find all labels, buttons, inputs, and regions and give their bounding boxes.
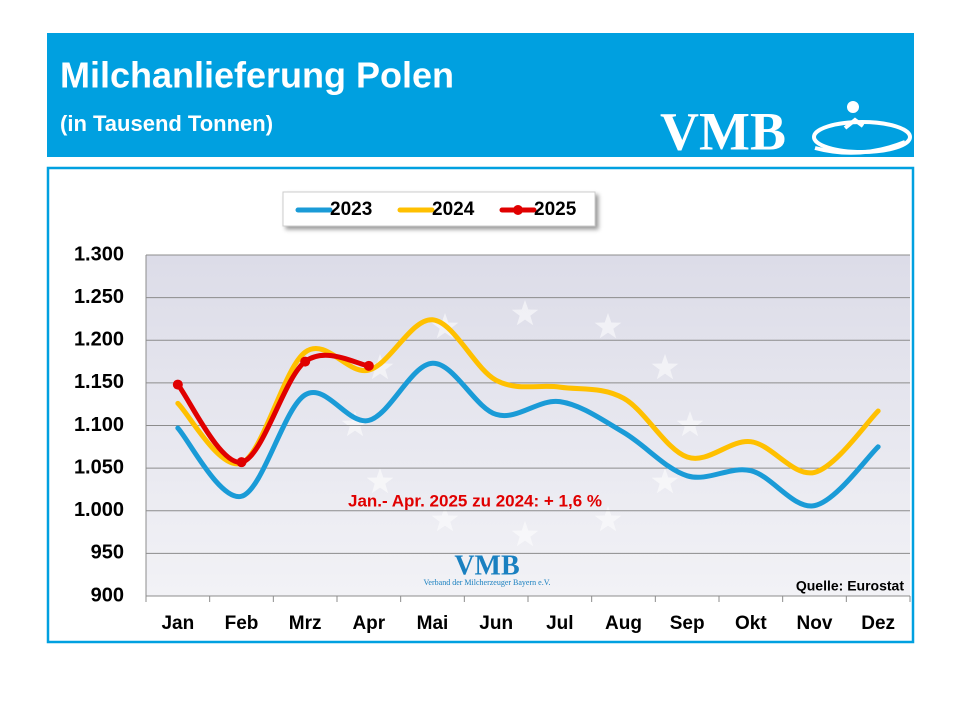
legend-label: 2024	[432, 199, 475, 220]
y-tick-label: 1.300	[74, 243, 124, 265]
y-tick-label: 1.150	[74, 371, 124, 393]
legend-label: 2023	[330, 199, 372, 220]
x-tick-label: Sep	[670, 613, 705, 634]
watermark-subtext: Verband der Milcherzeuger Bayern e.V.	[424, 578, 551, 587]
annotation: Jan.- Apr. 2025 zu 2024: + 1,6 %	[348, 491, 602, 510]
x-tick-label: Jan	[161, 613, 194, 634]
logo-text: VMB	[660, 101, 786, 161]
x-tick-label: Dez	[861, 613, 895, 634]
x-tick-label: Jul	[546, 613, 573, 634]
series-line	[175, 317, 881, 476]
y-tick-label: 900	[91, 584, 124, 606]
series-marker	[172, 379, 183, 390]
y-tick-label: 1.250	[74, 286, 124, 308]
y-tick-label: 1.200	[74, 329, 124, 351]
watermark: VMB	[454, 550, 519, 581]
series-line	[175, 360, 881, 509]
source: Quelle: Eurostat	[796, 578, 904, 594]
title: Milchanlieferung Polen	[60, 55, 454, 96]
series-marker	[300, 356, 311, 367]
legend-label: 2025	[534, 199, 577, 220]
series-marker	[236, 457, 247, 468]
logo-swoosh	[812, 101, 912, 155]
x-tick-label: Aug	[605, 613, 642, 634]
y-tick-label: 950	[91, 542, 124, 564]
x-tick-label: Apr	[352, 613, 385, 634]
legend-box	[282, 191, 596, 227]
x-tick-label: Nov	[797, 613, 833, 634]
x-tick-label: Mrz	[289, 613, 322, 634]
header	[47, 33, 914, 157]
x-tick-label: Mai	[417, 613, 449, 634]
subtitle: (in Tausend Tonnen)	[60, 111, 273, 136]
x-tick-label: Jun	[479, 613, 513, 634]
series-marker	[363, 360, 374, 371]
y-tick-label: 1.000	[74, 499, 124, 521]
x-tick-label: Okt	[735, 613, 767, 634]
x-tick-label: Feb	[225, 613, 259, 634]
y-tick-label: 1.050	[74, 456, 124, 478]
series-line	[175, 352, 372, 465]
y-tick-label: 1.100	[74, 414, 124, 436]
legend-marker	[513, 205, 523, 215]
